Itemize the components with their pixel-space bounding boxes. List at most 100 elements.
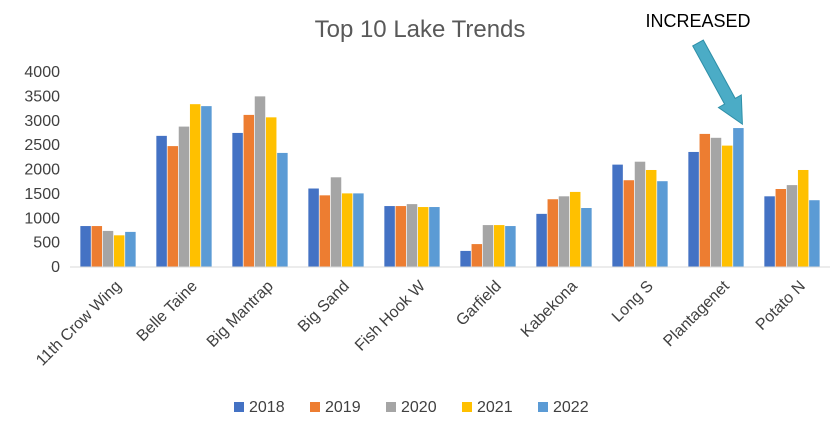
legend-label: 2022	[553, 399, 589, 416]
legend-swatch	[462, 402, 472, 412]
y-tick-label: 2500	[24, 137, 60, 154]
bar-2018	[156, 135, 167, 267]
bar-2022	[125, 231, 136, 267]
bar-2021	[721, 145, 733, 267]
x-category-label: Long S	[609, 278, 657, 326]
bar-2020	[482, 225, 494, 267]
legend-swatch	[310, 402, 320, 412]
bar-2020	[330, 177, 342, 267]
legend-label: 2018	[249, 399, 285, 416]
legend-item: 2022	[538, 399, 589, 416]
bar-2021	[265, 117, 277, 268]
bar-2019	[471, 244, 483, 267]
bar-2021	[493, 225, 505, 267]
x-category-label: Belle Taine	[134, 278, 201, 345]
plot-area	[80, 96, 820, 268]
x-category-label: Big Mantrap	[204, 278, 277, 351]
bar-2022	[353, 193, 364, 267]
bar-2019	[623, 180, 635, 267]
legend-swatch	[234, 402, 244, 412]
bar-2018	[612, 164, 623, 267]
y-tick-label: 3000	[24, 113, 60, 130]
bar-group	[460, 225, 516, 267]
y-tick-label: 1000	[24, 210, 60, 227]
chart-title: Top 10 Lake Trends	[315, 16, 526, 43]
bar-group	[536, 191, 592, 267]
bar-2018	[764, 196, 775, 267]
legend-label: 2020	[401, 399, 437, 416]
y-tick-label: 500	[33, 235, 60, 252]
bar-2018	[308, 188, 319, 267]
x-category-label: Plantagenet	[660, 277, 733, 350]
bar-2018	[384, 206, 395, 267]
x-category-label: 11th Crow Wing	[33, 278, 125, 370]
bar-group	[764, 169, 820, 267]
legend-item: 2019	[310, 399, 361, 416]
bar-2018	[80, 226, 91, 267]
bar-2020	[254, 96, 266, 267]
bar-2019	[319, 195, 331, 267]
bar-2021	[113, 235, 125, 267]
bar-group	[308, 177, 364, 267]
y-tick-label: 0	[51, 259, 60, 276]
x-category-label: Garfield	[453, 278, 505, 330]
y-tick-label: 1500	[24, 186, 60, 203]
bar-2021	[417, 207, 429, 267]
bar-2022	[277, 152, 288, 267]
bar-2019	[167, 146, 179, 267]
bar-2022	[581, 208, 592, 267]
legend-item: 2018	[234, 399, 285, 416]
legend-label: 2019	[325, 399, 361, 416]
x-category-label: Big Sand	[295, 278, 353, 336]
legend: 2018 2019 2020 2021 2022	[234, 399, 589, 416]
bar-2021	[569, 191, 581, 267]
x-category-label: Fish Hook W	[352, 277, 429, 354]
legend-item: 2021	[462, 399, 513, 416]
bar-2019	[699, 133, 711, 267]
annotation-label: INCREASED	[645, 11, 750, 31]
bar-2022	[201, 106, 212, 267]
legend-item: 2020	[386, 399, 437, 416]
y-tick-label: 4000	[24, 64, 60, 81]
bar-2021	[797, 169, 809, 267]
legend-swatch	[386, 402, 396, 412]
bar-2019	[91, 226, 103, 267]
bar-2021	[341, 193, 353, 267]
bar-2020	[406, 204, 418, 267]
bar-group	[80, 226, 136, 267]
bar-2019	[395, 206, 407, 267]
bar-2022	[733, 128, 744, 267]
bar-2018	[688, 151, 699, 267]
bar-group	[612, 161, 668, 267]
bar-2019	[547, 199, 559, 267]
bar-2018	[536, 213, 547, 267]
bar-2020	[102, 230, 114, 267]
bar-2018	[232, 132, 243, 267]
y-tick-label: 2000	[24, 162, 60, 179]
bar-group	[232, 96, 288, 268]
bar-group	[156, 104, 212, 267]
bar-2022	[809, 200, 820, 267]
bar-2020	[710, 137, 722, 267]
bar-2020	[178, 126, 190, 267]
x-axis: 11th Crow Wing Belle Taine Big Mantrap Big …	[33, 277, 809, 369]
bar-2020	[558, 196, 570, 267]
annotation: INCREASED	[645, 11, 751, 126]
bar-2019	[243, 114, 255, 268]
bar-2021	[645, 169, 657, 267]
y-axis: 0 500 1000 1500 2000 2500 3000 3500 4000	[24, 64, 60, 276]
x-category-label: Potato N	[753, 278, 809, 334]
legend-swatch	[538, 402, 548, 412]
legend-label: 2021	[477, 399, 513, 416]
bar-2020	[634, 161, 646, 267]
bar-group	[688, 128, 744, 267]
bar-2022	[505, 226, 516, 267]
bar-2020	[786, 185, 798, 267]
bar-2021	[189, 104, 201, 267]
bar-2022	[657, 181, 668, 267]
increased-arrow-icon	[692, 39, 743, 126]
x-category-label: Kabekona	[518, 278, 581, 341]
y-tick-label: 3500	[24, 88, 60, 105]
bar-group	[384, 204, 440, 267]
